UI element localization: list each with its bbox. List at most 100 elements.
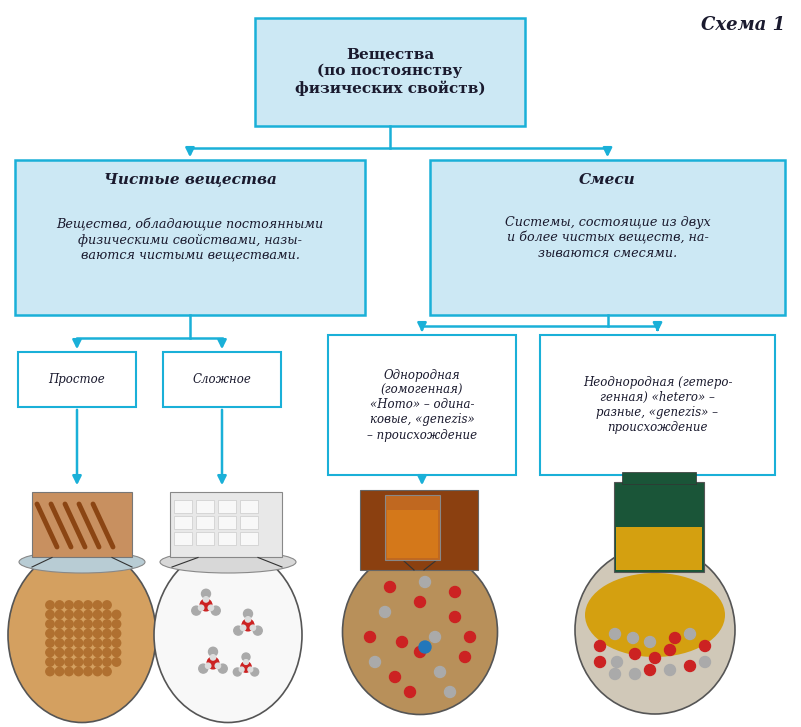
Circle shape — [429, 632, 441, 643]
Circle shape — [103, 601, 111, 609]
Circle shape — [46, 648, 54, 656]
FancyBboxPatch shape — [218, 500, 236, 513]
Circle shape — [445, 686, 456, 697]
Circle shape — [384, 582, 396, 593]
Circle shape — [202, 590, 211, 598]
Circle shape — [242, 619, 254, 631]
Circle shape — [74, 620, 83, 628]
Circle shape — [211, 655, 215, 660]
FancyBboxPatch shape — [616, 527, 702, 570]
Circle shape — [610, 669, 621, 680]
FancyBboxPatch shape — [240, 500, 258, 513]
Circle shape — [218, 664, 227, 673]
Circle shape — [112, 630, 121, 638]
Circle shape — [414, 596, 425, 608]
Circle shape — [215, 663, 220, 669]
Circle shape — [103, 639, 111, 647]
Circle shape — [65, 610, 73, 619]
Circle shape — [234, 626, 243, 635]
Circle shape — [93, 667, 102, 675]
Circle shape — [112, 639, 121, 647]
Circle shape — [84, 630, 92, 638]
FancyBboxPatch shape — [387, 510, 438, 558]
Circle shape — [250, 625, 256, 630]
Text: Вещества, обладающие постоянными
физическими свойствами, назы-
ваются чистыми ве: Вещества, обладающие постоянными физичес… — [56, 219, 324, 262]
Circle shape — [93, 610, 102, 619]
Circle shape — [55, 658, 64, 666]
Circle shape — [594, 640, 606, 651]
FancyBboxPatch shape — [614, 482, 704, 572]
Polygon shape — [647, 571, 663, 572]
Circle shape — [685, 629, 695, 640]
FancyBboxPatch shape — [170, 492, 282, 557]
Circle shape — [685, 661, 695, 672]
Circle shape — [611, 656, 622, 667]
FancyBboxPatch shape — [196, 532, 214, 545]
Circle shape — [84, 610, 92, 619]
Circle shape — [46, 667, 54, 675]
Circle shape — [84, 648, 92, 656]
FancyBboxPatch shape — [196, 516, 214, 529]
Circle shape — [239, 667, 244, 672]
Circle shape — [405, 686, 416, 697]
Circle shape — [665, 664, 675, 675]
Circle shape — [699, 640, 710, 651]
Circle shape — [199, 605, 203, 611]
Circle shape — [55, 610, 64, 619]
Circle shape — [670, 632, 681, 643]
Circle shape — [93, 639, 102, 647]
Circle shape — [630, 669, 641, 680]
Circle shape — [244, 609, 252, 618]
Circle shape — [74, 648, 83, 656]
Circle shape — [103, 630, 111, 638]
Circle shape — [46, 630, 54, 638]
Text: Простое: Простое — [49, 373, 106, 386]
Circle shape — [242, 653, 250, 661]
Circle shape — [434, 667, 445, 678]
Circle shape — [199, 664, 207, 673]
FancyBboxPatch shape — [174, 500, 192, 513]
Circle shape — [46, 601, 54, 609]
Circle shape — [594, 656, 606, 667]
Circle shape — [93, 658, 102, 666]
Circle shape — [55, 620, 64, 628]
Circle shape — [207, 657, 219, 669]
FancyBboxPatch shape — [15, 160, 365, 315]
Circle shape — [55, 667, 64, 675]
Text: Чистые вещества: Чистые вещества — [103, 173, 276, 187]
Circle shape — [396, 637, 408, 648]
Circle shape — [112, 658, 121, 666]
Circle shape — [248, 667, 253, 672]
Circle shape — [191, 606, 201, 615]
Circle shape — [380, 606, 391, 617]
Circle shape — [55, 639, 64, 647]
Circle shape — [112, 648, 121, 656]
FancyBboxPatch shape — [430, 160, 785, 315]
Text: Вещества
(по постоянству
физических свойств): Вещества (по постоянству физических свой… — [295, 48, 485, 97]
Circle shape — [55, 630, 64, 638]
Circle shape — [419, 641, 431, 653]
FancyBboxPatch shape — [18, 352, 136, 407]
Circle shape — [251, 668, 259, 676]
Circle shape — [112, 610, 121, 619]
Circle shape — [630, 648, 641, 659]
FancyBboxPatch shape — [218, 532, 236, 545]
Circle shape — [627, 632, 638, 643]
Circle shape — [364, 632, 376, 643]
Circle shape — [645, 637, 655, 648]
Circle shape — [449, 611, 461, 622]
FancyBboxPatch shape — [540, 335, 775, 475]
Ellipse shape — [19, 551, 145, 573]
Circle shape — [55, 648, 64, 656]
Circle shape — [93, 601, 102, 609]
Circle shape — [65, 620, 73, 628]
Circle shape — [103, 648, 111, 656]
Circle shape — [414, 646, 425, 657]
Ellipse shape — [8, 547, 156, 723]
FancyBboxPatch shape — [240, 532, 258, 545]
Circle shape — [665, 645, 675, 656]
Circle shape — [74, 610, 83, 619]
Circle shape — [645, 664, 655, 675]
Circle shape — [211, 606, 220, 615]
Ellipse shape — [160, 551, 296, 573]
